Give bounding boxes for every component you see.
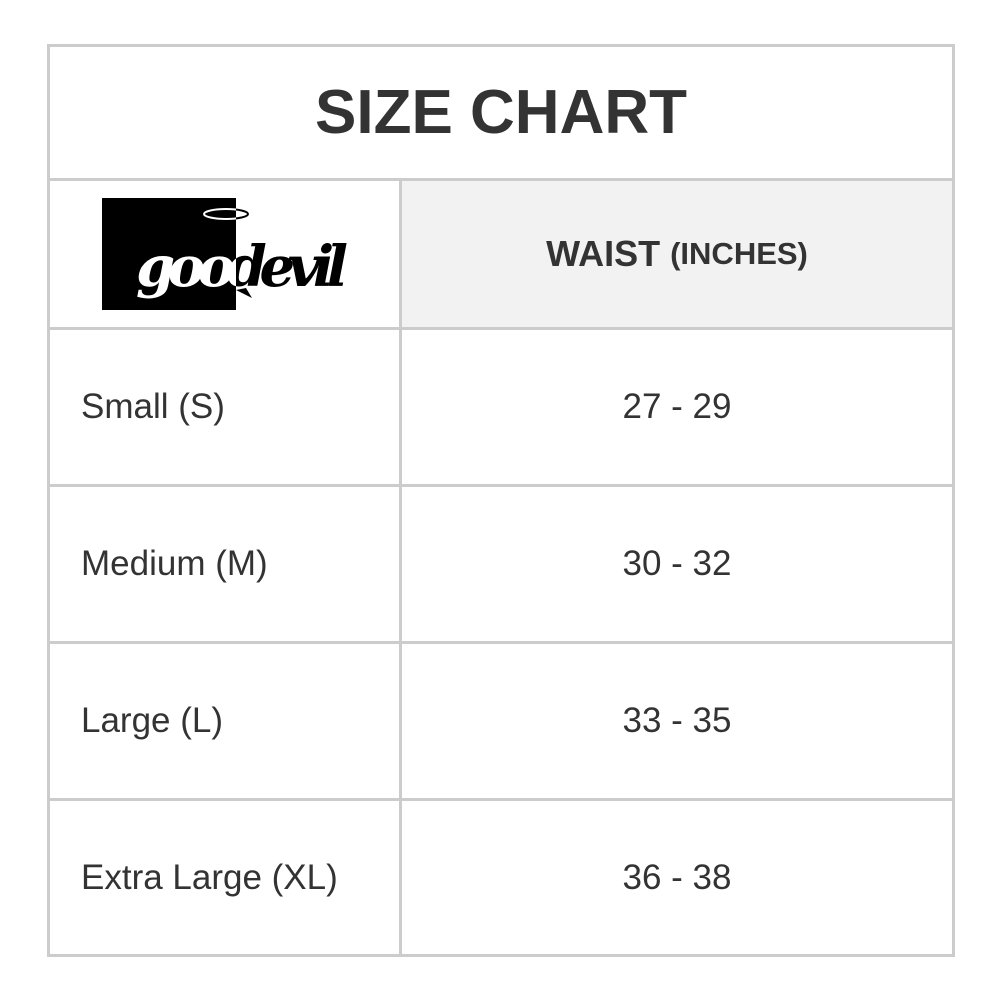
waist-value: 30 - 32 xyxy=(622,544,732,583)
size-cell: Large (L) xyxy=(50,644,402,798)
size-chart-table: SIZE CHART goodevil WAIST (INCHES) Small… xyxy=(47,44,955,957)
logo-cell: goodevil xyxy=(50,181,402,327)
table-row: Medium (M) 30 - 32 xyxy=(50,487,952,644)
table-row: Large (L) 33 - 35 xyxy=(50,644,952,801)
size-cell: Small (S) xyxy=(50,330,402,484)
waist-header: WAIST (INCHES) xyxy=(402,181,952,327)
header-row: goodevil WAIST (INCHES) xyxy=(50,181,952,330)
waist-unit: (INCHES) xyxy=(670,236,808,271)
waist-cell: 30 - 32 xyxy=(402,487,952,641)
waist-label: WAIST xyxy=(546,233,661,274)
size-label: Extra Large (XL) xyxy=(81,857,338,897)
waist-value: 27 - 29 xyxy=(622,387,732,426)
size-label: Large (L) xyxy=(81,701,224,740)
table-row: Small (S) 27 - 29 xyxy=(50,330,952,487)
size-label: Medium (M) xyxy=(81,544,268,583)
waist-cell: 27 - 29 xyxy=(402,330,952,484)
waist-value: 33 - 35 xyxy=(622,701,732,740)
waist-cell: 33 - 35 xyxy=(402,644,952,798)
size-cell: Medium (M) xyxy=(50,487,402,641)
waist-cell: 36 - 38 xyxy=(402,801,952,954)
goodevil-logo: goodevil xyxy=(102,198,348,310)
size-label: Small (S) xyxy=(81,387,225,426)
waist-value: 36 - 38 xyxy=(622,857,732,897)
table-row: Extra Large (XL) 36 - 38 xyxy=(50,801,952,954)
size-cell: Extra Large (XL) xyxy=(50,801,402,954)
page-title: SIZE CHART xyxy=(50,47,952,181)
